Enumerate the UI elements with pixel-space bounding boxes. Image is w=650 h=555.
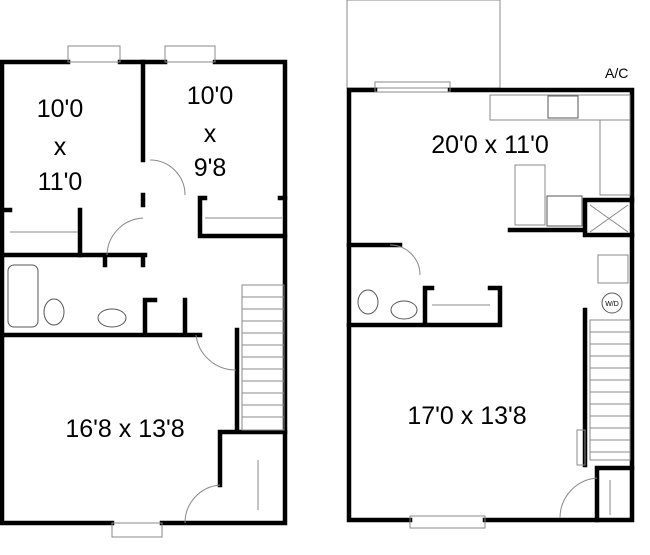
toilet-icon <box>357 289 379 315</box>
right-fixtures: W/D <box>357 81 631 529</box>
room-label-kitchen: 20'0 x 11'0 <box>431 131 549 159</box>
bathtub-icon <box>7 264 39 328</box>
svg-text:x: x <box>54 133 67 161</box>
washer-dryer-icon <box>601 292 623 314</box>
svg-text:9'8: 9'8 <box>194 154 227 182</box>
kitchen-sink-icon <box>547 95 579 119</box>
right-stairs <box>589 319 631 461</box>
left-stairs <box>241 284 285 431</box>
svg-text:11'0: 11'0 <box>38 168 83 196</box>
svg-text:10'0: 10'0 <box>37 95 83 123</box>
patio <box>346 0 501 89</box>
room-label-bedroom-1: 10'0 x 11'0 <box>37 95 83 196</box>
room-label-bedroom-2: 10'0 x 9'8 <box>187 82 233 182</box>
svg-text:x: x <box>204 120 217 148</box>
left-floor-plan: 10'0 x 11'0 10'0 x 9'8 16'8 x 13'8 <box>0 45 288 538</box>
room-label-living-room: 16'8 x 13'8 <box>65 415 184 443</box>
washer-label: W/D <box>605 301 619 308</box>
right-exterior-walls <box>346 87 635 523</box>
ac-label: A/C <box>605 65 628 81</box>
left-fixtures <box>7 45 285 538</box>
right-interior-walls <box>346 197 635 523</box>
left-interior-walls <box>0 59 288 488</box>
sink-icon <box>97 308 127 328</box>
stove-icon <box>546 195 583 227</box>
toilet-icon <box>43 298 65 326</box>
svg-text:10'0: 10'0 <box>187 82 233 110</box>
room-label-family-room: 17'0 x 13'8 <box>407 402 526 430</box>
sink-icon <box>390 300 418 320</box>
right-floor-plan: A/C W/D <box>346 0 635 529</box>
